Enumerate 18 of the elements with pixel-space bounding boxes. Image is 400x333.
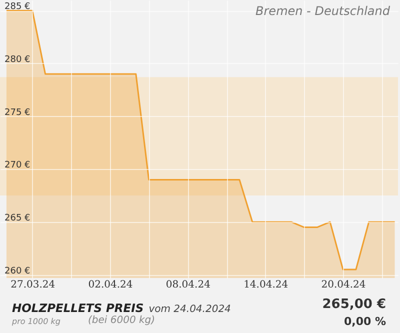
x-tick-label: 14.04.24 [244,280,288,290]
y-tick-label: 270 € [4,160,31,171]
y-tick-label: 275 € [4,108,31,118]
text: vom 24.04.2024 [148,304,231,315]
y-tick-label: 260 € [4,266,31,276]
x-tick-label: 20.04.24 [321,280,366,290]
text: HOLZPELLETS PREIS [12,301,144,315]
annotation: Bremen - Deutschland [256,4,390,18]
x-tick-label: 08.04.24 [166,280,210,290]
y-tick-label: 280 € [4,54,31,65]
x-tick-label: 27.03.24 [10,280,56,290]
y-tick-label: 285 € [4,2,31,12]
text: 265,00 € [322,297,386,312]
text: 0,00 % [344,315,386,328]
text: (bei 6000 kg) [88,315,156,326]
text: pro 1000 kg [12,317,60,326]
y-tick-label: 265 € [4,213,31,224]
x-tick-label: 02.04.24 [88,280,133,290]
